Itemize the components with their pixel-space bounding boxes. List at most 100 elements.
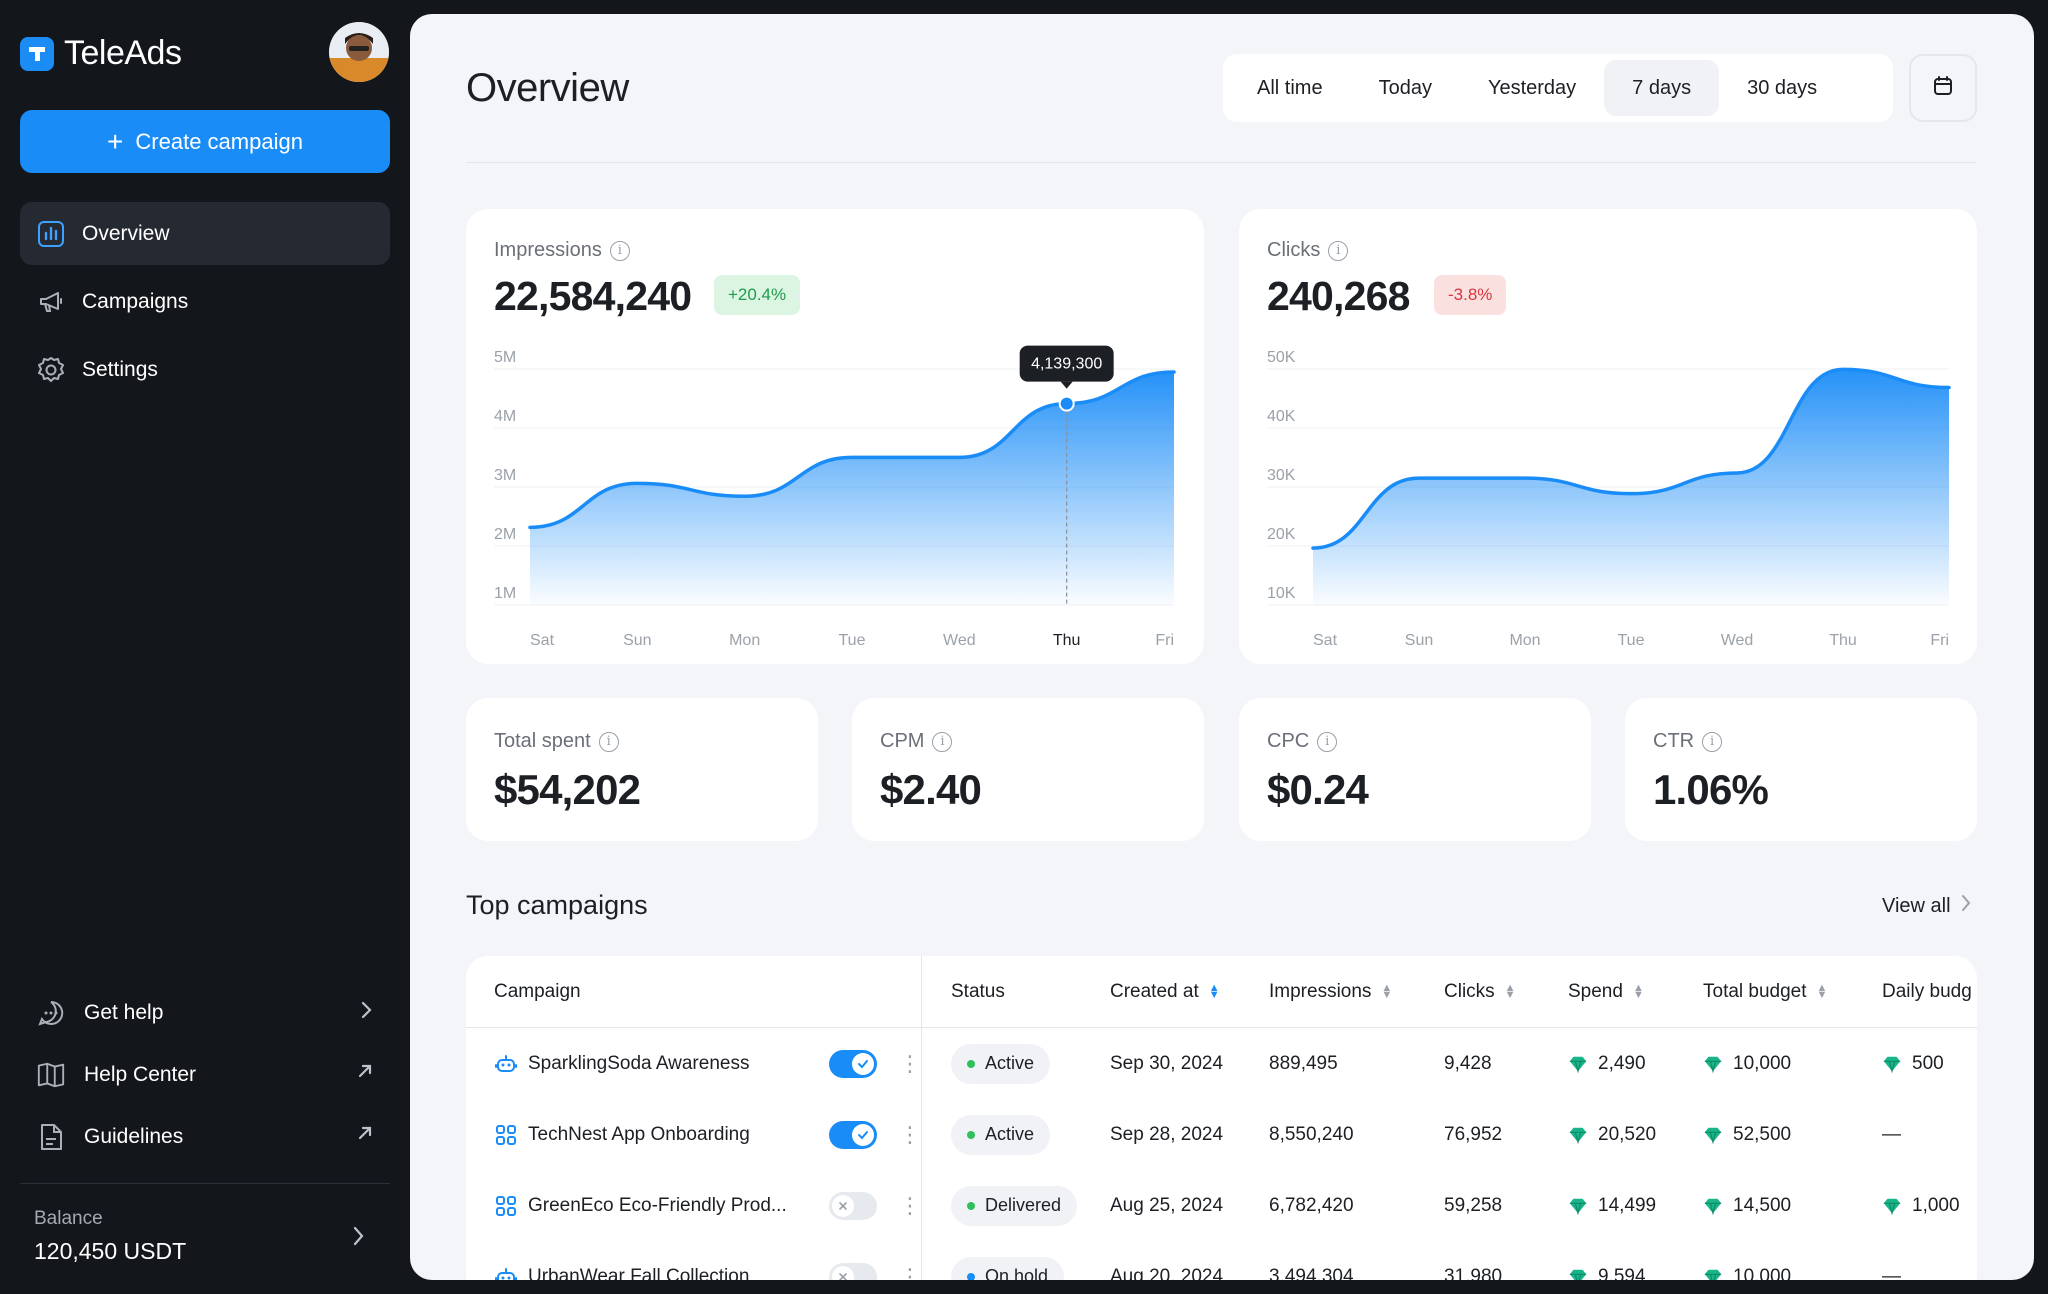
status-label: On hold xyxy=(985,1266,1049,1280)
total-spent-label: Total spent i xyxy=(494,730,619,753)
total-budget-cell: 10,000 xyxy=(1703,1028,1791,1099)
spend-value: 2,490 xyxy=(1598,1052,1646,1074)
info-icon[interactable]: i xyxy=(1317,731,1338,752)
more-options-icon[interactable]: ⋮ xyxy=(899,1121,921,1147)
highlighted-point[interactable] xyxy=(1058,395,1075,412)
sidebar: TeleAds + Create campaign Overview Campa… xyxy=(0,0,410,1294)
create-campaign-button[interactable]: + Create campaign xyxy=(20,110,390,173)
status-cell: Delivered xyxy=(951,1170,1078,1241)
impressions-cell: 8,550,240 xyxy=(1269,1123,1354,1145)
table-row[interactable]: TechNest App Onboarding ⋮ Active Sep 28,… xyxy=(466,1099,1977,1170)
column-total-budget[interactable]: Total budget ▲ ▼ xyxy=(1703,956,1827,1028)
column-campaign[interactable]: Campaign xyxy=(494,956,581,1028)
daily-budget-value: — xyxy=(1882,1265,1901,1281)
brand[interactable]: TeleAds xyxy=(20,34,182,73)
range-7-days[interactable]: 7 days xyxy=(1604,60,1720,116)
guidelines-link[interactable]: Guidelines xyxy=(20,1106,390,1168)
x-tick-label: Mon xyxy=(729,632,760,649)
status-label: Active xyxy=(985,1124,1035,1144)
status-badge: Delivered xyxy=(951,1185,1078,1226)
clicks-change-badge: -3.8% xyxy=(1434,275,1507,315)
y-tick-label: 3M xyxy=(494,467,516,484)
total-budget-value: 52,500 xyxy=(1733,1123,1792,1145)
range-30-days[interactable]: 30 days xyxy=(1719,60,1845,116)
campaign-toggle[interactable] xyxy=(829,1049,877,1078)
clicks-cell: 9,428 xyxy=(1444,1052,1492,1074)
ctr-card: CTR i 1.06% xyxy=(1625,698,1977,841)
x-tick-label: Sat xyxy=(1313,632,1338,649)
campaign-toggle[interactable] xyxy=(829,1262,877,1280)
campaign-toggle[interactable] xyxy=(829,1120,877,1149)
info-icon[interactable]: i xyxy=(932,731,953,752)
ctr-label: CTR i xyxy=(1653,730,1723,753)
range-all-time[interactable]: All time xyxy=(1229,60,1351,116)
y-tick-label: 4M xyxy=(494,408,516,425)
sidebar-item-label: Settings xyxy=(82,357,158,381)
campaign-name[interactable]: UrbanWear Fall Collection xyxy=(528,1265,750,1281)
table-row[interactable]: SparklingSoda Awareness ⋮ Active Sep 30,… xyxy=(466,1028,1977,1099)
total-budget-value: 14,500 xyxy=(1733,1194,1792,1216)
spend-cell: 2,490 xyxy=(1568,1028,1646,1099)
column-clicks[interactable]: Clicks ▲ ▼ xyxy=(1444,956,1516,1028)
balance[interactable]: Balance 120,450 USDT xyxy=(34,1208,186,1265)
sidebar-item-settings[interactable]: Settings xyxy=(20,338,390,401)
bar-chart-icon xyxy=(36,219,66,249)
spend-value: 9,594 xyxy=(1598,1265,1646,1281)
y-tick-label: 2M xyxy=(494,526,516,543)
campaign-toggle[interactable] xyxy=(829,1191,877,1220)
apps-icon xyxy=(494,1194,518,1218)
info-icon[interactable]: i xyxy=(609,240,630,261)
campaign-name[interactable]: TechNest App Onboarding xyxy=(528,1123,750,1145)
daily-budget-cell: 500 xyxy=(1882,1028,1944,1099)
column-impressions[interactable]: Impressions ▲ ▼ xyxy=(1269,956,1392,1028)
status-badge: On hold xyxy=(951,1256,1065,1280)
spend-value: 14,499 xyxy=(1598,1194,1657,1216)
chevron-right-icon[interactable] xyxy=(352,1225,366,1252)
more-options-icon[interactable]: ⋮ xyxy=(899,1192,921,1218)
total-budget-cell: 10,000 xyxy=(1703,1241,1791,1280)
ton-gem-icon xyxy=(1568,1196,1588,1216)
avatar[interactable] xyxy=(329,22,389,82)
sidebar-item-overview[interactable]: Overview xyxy=(20,202,390,265)
info-icon[interactable]: i xyxy=(1328,240,1349,261)
clicks-cell: 76,952 xyxy=(1444,1123,1503,1145)
metric-label-text: Total spent xyxy=(494,730,591,752)
y-tick-label: 40K xyxy=(1267,408,1296,425)
date-range-tabs: All time Today Yesterday 7 days 30 days xyxy=(1223,54,1893,122)
column-spend[interactable]: Spend ▲ ▼ xyxy=(1568,956,1644,1028)
sort-icon: ▲ ▼ xyxy=(1632,982,1644,1001)
column-created-at[interactable]: Created at ▲ ▼ xyxy=(1110,956,1220,1028)
range-today[interactable]: Today xyxy=(1351,60,1460,116)
more-options-icon[interactable]: ⋮ xyxy=(899,1050,921,1076)
cpm-label: CPM i xyxy=(880,730,953,753)
column-status[interactable]: Status xyxy=(951,956,1005,1028)
sidebar-item-campaigns[interactable]: Campaigns xyxy=(20,270,390,333)
campaign-cell: UrbanWear Fall Collection xyxy=(494,1241,749,1280)
campaign-name[interactable]: SparklingSoda Awareness xyxy=(528,1052,750,1074)
sidebar-item-label: Campaigns xyxy=(82,289,189,313)
cpm-value: $2.40 xyxy=(880,766,982,813)
view-all-link[interactable]: View all xyxy=(1882,894,1971,918)
info-icon[interactable]: i xyxy=(1702,731,1723,752)
metric-label-text: Clicks xyxy=(1267,239,1321,261)
calendar-button[interactable] xyxy=(1909,54,1977,122)
metric-label-text: CTR xyxy=(1653,730,1695,752)
main-panel: Overview All time Today Yesterday 7 days… xyxy=(410,14,2034,1280)
spend-cell: 9,594 xyxy=(1568,1241,1646,1280)
status-label: Active xyxy=(985,1053,1035,1073)
info-icon[interactable]: i xyxy=(598,731,619,752)
ton-gem-icon xyxy=(1568,1267,1588,1280)
table-row[interactable]: GreenEco Eco-Friendly Prod... ⋮ Delivere… xyxy=(466,1170,1977,1241)
series-line xyxy=(1311,367,1951,550)
column-daily-budget[interactable]: Daily budg xyxy=(1882,956,1972,1028)
app-name: TeleAds xyxy=(64,34,182,72)
get-help-link[interactable]: Get help xyxy=(20,982,390,1044)
campaign-cell: GreenEco Eco-Friendly Prod... xyxy=(494,1170,787,1241)
range-yesterday[interactable]: Yesterday xyxy=(1460,60,1604,116)
table-row[interactable]: UrbanWear Fall Collection ⋮ On hold Aug … xyxy=(466,1241,1977,1280)
campaign-name[interactable]: GreenEco Eco-Friendly Prod... xyxy=(528,1194,787,1216)
more-options-icon[interactable]: ⋮ xyxy=(899,1263,921,1280)
sort-icon: ▲ ▼ xyxy=(1381,982,1393,1001)
help-center-link[interactable]: Help Center xyxy=(20,1044,390,1106)
impressions-label: Impressions i xyxy=(494,239,630,262)
